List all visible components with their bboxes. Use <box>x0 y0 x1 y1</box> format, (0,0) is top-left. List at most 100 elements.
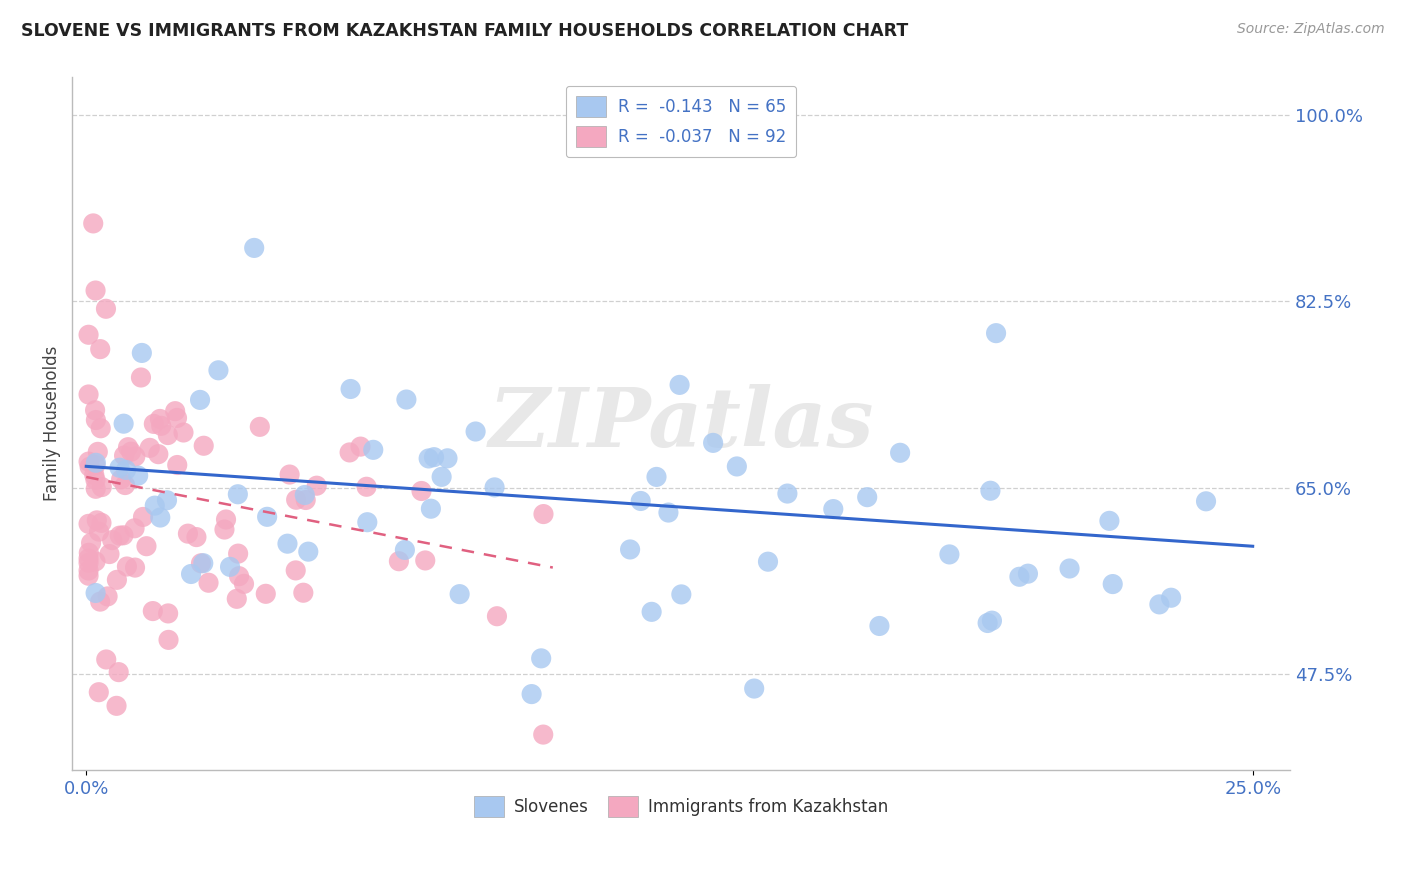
Point <box>112 528 135 542</box>
Text: ZIPatlas: ZIPatlas <box>488 384 875 464</box>
Point <box>77 556 100 570</box>
Point <box>83 467 105 482</box>
Point <box>530 651 553 665</box>
Point <box>84 554 107 568</box>
Point <box>110 472 132 486</box>
Point <box>117 440 139 454</box>
Point <box>77 516 100 531</box>
Point <box>90 516 112 530</box>
Point <box>619 542 641 557</box>
Point <box>84 403 107 417</box>
Point <box>84 456 107 470</box>
Point <box>127 468 149 483</box>
Point <box>776 486 799 500</box>
Point <box>79 459 101 474</box>
Point <box>464 425 486 439</box>
Point <box>1149 598 1171 612</box>
Point <box>671 587 693 601</box>
Point <box>856 490 879 504</box>
Point <box>131 346 153 360</box>
Point <box>938 548 960 562</box>
Point <box>418 451 440 466</box>
Point <box>84 586 107 600</box>
Point <box>157 607 180 621</box>
Point <box>294 493 316 508</box>
Point <box>1160 591 1182 605</box>
Point <box>395 392 418 407</box>
Point <box>129 370 152 384</box>
Point <box>219 560 242 574</box>
Point <box>77 568 100 582</box>
Point <box>115 559 138 574</box>
Point <box>98 547 121 561</box>
Point <box>115 463 138 477</box>
Point <box>349 440 371 454</box>
Point <box>112 449 135 463</box>
Point <box>485 609 508 624</box>
Point <box>756 555 779 569</box>
Point <box>645 470 668 484</box>
Point <box>640 605 662 619</box>
Point <box>90 421 112 435</box>
Point <box>361 442 384 457</box>
Point <box>89 594 111 608</box>
Point <box>148 447 170 461</box>
Point <box>96 652 118 666</box>
Point <box>108 528 131 542</box>
Point <box>1059 561 1081 575</box>
Point <box>87 445 110 459</box>
Text: Source: ZipAtlas.com: Source: ZipAtlas.com <box>1237 22 1385 37</box>
Point <box>725 459 748 474</box>
Point <box>1195 494 1218 508</box>
Point <box>339 382 361 396</box>
Point <box>193 439 215 453</box>
Point <box>101 533 124 548</box>
Point <box>84 284 107 298</box>
Point <box>89 342 111 356</box>
Point <box>124 521 146 535</box>
Point <box>124 560 146 574</box>
Point <box>77 327 100 342</box>
Point <box>97 590 120 604</box>
Point <box>292 585 315 599</box>
Point <box>430 470 453 484</box>
Point <box>105 573 128 587</box>
Point <box>124 450 146 464</box>
Point <box>186 530 208 544</box>
Point <box>84 473 107 487</box>
Point <box>139 441 162 455</box>
Point <box>1017 566 1039 581</box>
Point <box>166 458 188 472</box>
Text: SLOVENE VS IMMIGRANTS FROM KAZAKHSTAN FAMILY HOUSEHOLDS CORRELATION CHART: SLOVENE VS IMMIGRANTS FROM KAZAKHSTAN FA… <box>21 22 908 40</box>
Point <box>285 492 308 507</box>
Point <box>1008 570 1031 584</box>
Point <box>449 587 471 601</box>
Point <box>105 698 128 713</box>
Point <box>84 413 107 427</box>
Point <box>142 417 165 431</box>
Point <box>823 502 845 516</box>
Point <box>630 494 652 508</box>
Point <box>190 556 212 570</box>
Point <box>165 404 187 418</box>
Point <box>411 483 433 498</box>
Point <box>94 301 117 316</box>
Point <box>112 417 135 431</box>
Point <box>254 587 277 601</box>
Point <box>77 551 100 566</box>
Point <box>297 544 319 558</box>
Point <box>150 418 173 433</box>
Point <box>156 493 179 508</box>
Point <box>156 428 179 442</box>
Point <box>226 547 249 561</box>
Point <box>77 454 100 468</box>
Point <box>249 420 271 434</box>
Point <box>77 387 100 401</box>
Point <box>657 506 679 520</box>
Point <box>256 509 278 524</box>
Point <box>84 482 107 496</box>
Y-axis label: Family Households: Family Households <box>44 346 60 501</box>
Point <box>87 524 110 539</box>
Point <box>107 665 129 680</box>
Point <box>868 619 890 633</box>
